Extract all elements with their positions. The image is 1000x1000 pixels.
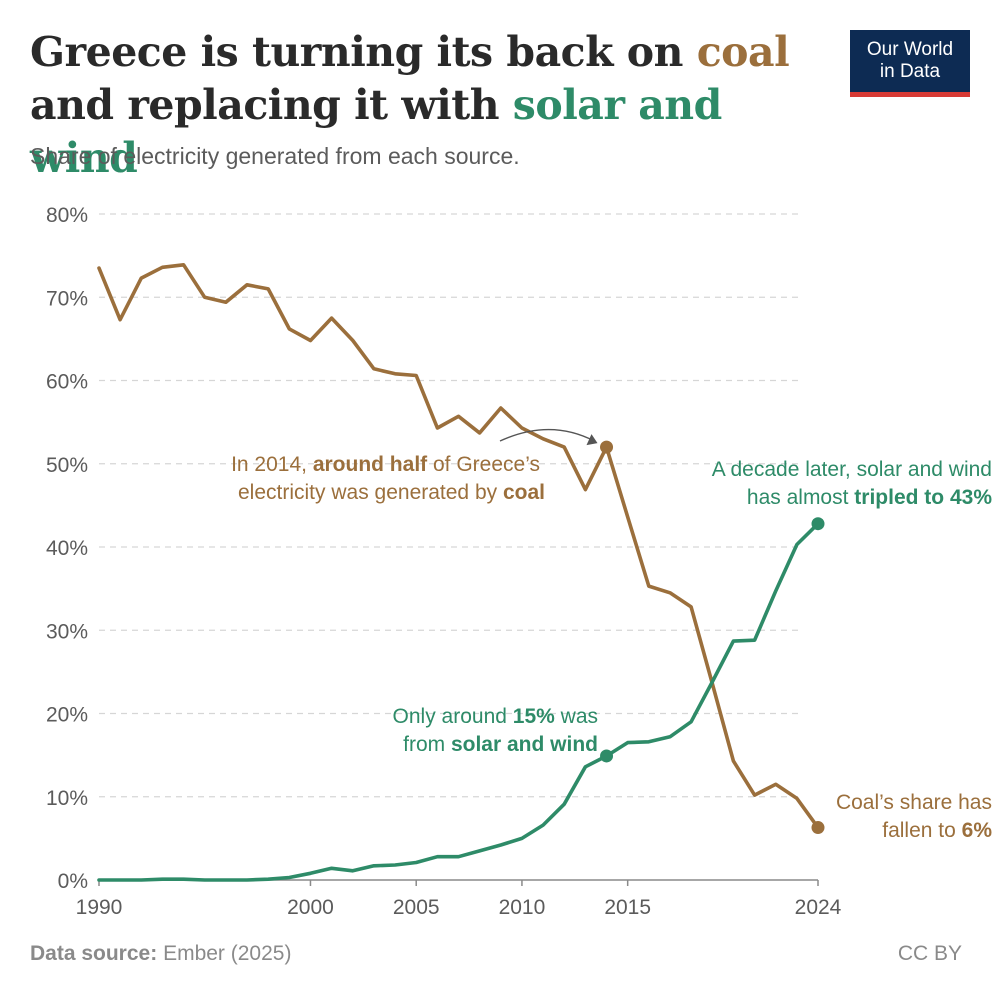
data-source-value[interactable]: Ember (2025) <box>163 942 292 965</box>
coal-point-2014 <box>600 440 614 454</box>
logo-line2: in Data <box>879 61 941 82</box>
annotation-coal-2014-line1: In 2014, around half of Greece’s <box>231 453 540 476</box>
y-tick-label: 50% <box>46 454 88 477</box>
license-link[interactable]: CC BY <box>897 942 962 965</box>
y-tick-label: 30% <box>46 620 88 643</box>
y-tick-label: 40% <box>46 537 88 560</box>
gridlines <box>99 213 802 798</box>
title-coal: coal <box>696 28 790 76</box>
annotation-solar-2024-line2: has almost tripled to 43% <box>747 486 992 509</box>
annotation-solar-2024-line1: A decade later, solar and wind <box>712 458 992 481</box>
y-tick-label: 80% <box>46 204 88 227</box>
data-source: Data source: Ember (2025) <box>30 942 291 966</box>
x-tick-label: 2024 <box>795 896 842 919</box>
series-lines <box>97 263 820 882</box>
data-source-label: Data source: <box>30 942 158 965</box>
x-tick-label: 2015 <box>604 896 651 919</box>
y-tick-label: 70% <box>46 287 88 310</box>
annotation-solar-2014-line2: from solar and wind <box>403 733 598 756</box>
solar-wind-point-2014 <box>600 749 614 763</box>
title-part1: Greece is turning its back on <box>30 28 697 76</box>
chart-title: Greece is turning its back on coal and re… <box>30 26 830 185</box>
annotation-coal-2024-line1: Coal’s share has <box>836 791 992 814</box>
solar-wind-point-2024 <box>811 517 825 531</box>
annotation-arrowhead <box>586 434 598 446</box>
x-tick-label: 1990 <box>76 896 123 919</box>
coal-point-2024 <box>811 821 825 835</box>
title-part2: and replacing it with <box>30 81 513 129</box>
annotation-coal-2024-line2: fallen to 6% <box>882 819 992 842</box>
x-tick-label: 2000 <box>287 896 334 919</box>
y-tick-label: 60% <box>46 371 88 394</box>
axes: 0% 10% 20% 30% 40% 50% 60% 70% 80% 1990 2000 2005 20… <box>46 204 842 919</box>
title-solar: solar and wind <box>30 81 722 182</box>
owid-logo[interactable]: Our World in Data <box>850 30 970 97</box>
annotation-solar-2014-line1: Only around 15% was <box>393 705 598 728</box>
y-tick-label: 0% <box>58 870 88 893</box>
highlight-points <box>600 440 825 835</box>
x-tick-label: 2010 <box>499 896 546 919</box>
x-tick-label: 2005 <box>393 896 440 919</box>
annotations: In 2014, around half of Greece’s electri… <box>231 428 992 842</box>
y-tick-label: 10% <box>46 787 88 810</box>
solar-wind-line <box>97 521 820 882</box>
logo-line1: Our World <box>866 39 954 60</box>
annotation-coal-2014-line2: electricity was generated by coal <box>238 481 545 504</box>
coal-line <box>97 263 820 830</box>
y-tick-label: 20% <box>46 704 88 727</box>
annotation-arrow <box>499 428 595 442</box>
chart-subtitle: Share of electricity generated from each… <box>30 143 520 169</box>
